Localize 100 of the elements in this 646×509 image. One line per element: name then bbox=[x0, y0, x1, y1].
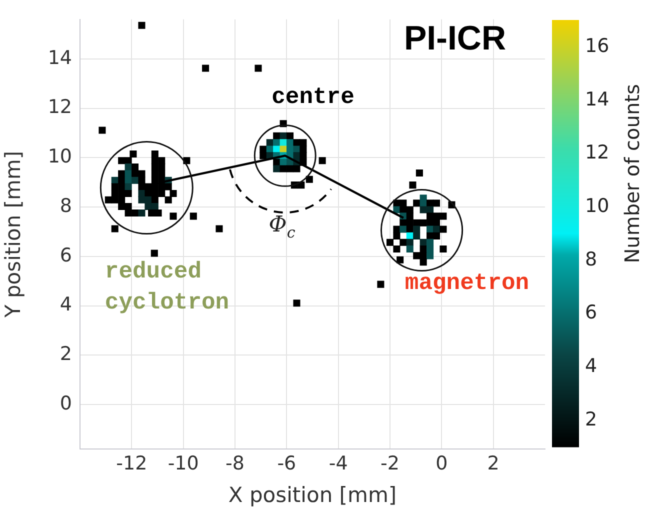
point bbox=[150, 250, 158, 257]
point bbox=[273, 158, 280, 166]
point bbox=[144, 203, 152, 210]
point bbox=[124, 183, 132, 190]
point bbox=[420, 258, 427, 266]
x-tick-label: -12 bbox=[116, 452, 148, 474]
point bbox=[138, 170, 146, 178]
point bbox=[266, 139, 274, 146]
point bbox=[138, 22, 146, 29]
point bbox=[420, 219, 427, 226]
point bbox=[400, 219, 407, 226]
point bbox=[138, 176, 146, 184]
point bbox=[413, 252, 420, 260]
point bbox=[273, 132, 280, 140]
point bbox=[124, 190, 132, 197]
annotation: magnetron bbox=[404, 270, 530, 296]
x-tick-label: -2 bbox=[380, 452, 400, 474]
point bbox=[118, 190, 126, 197]
point bbox=[190, 212, 197, 220]
x-tick-label: 2 bbox=[487, 452, 500, 474]
y-tick-label: 14 bbox=[48, 46, 72, 69]
point bbox=[432, 212, 440, 220]
point bbox=[426, 252, 434, 260]
point bbox=[426, 206, 434, 214]
point bbox=[260, 152, 267, 160]
point bbox=[124, 209, 132, 216]
y-tick-label: 6 bbox=[60, 244, 72, 266]
x-tick-label: -10 bbox=[168, 452, 199, 474]
x-tick-label: -6 bbox=[277, 452, 296, 474]
point bbox=[280, 165, 287, 172]
point bbox=[170, 212, 177, 220]
point bbox=[111, 196, 118, 204]
point bbox=[151, 196, 158, 204]
point bbox=[393, 206, 400, 214]
point bbox=[138, 209, 146, 216]
point bbox=[138, 196, 146, 204]
point bbox=[148, 209, 156, 216]
point bbox=[293, 165, 300, 172]
point bbox=[300, 139, 307, 146]
point bbox=[273, 139, 280, 146]
point bbox=[158, 170, 166, 178]
point bbox=[432, 232, 440, 240]
point bbox=[286, 139, 294, 146]
y-tick-label: 4 bbox=[60, 294, 72, 316]
point bbox=[170, 190, 177, 197]
point bbox=[164, 196, 172, 204]
point bbox=[158, 157, 166, 164]
y-tick-label: 8 bbox=[60, 194, 72, 217]
color-bar-label: 10 bbox=[585, 194, 610, 217]
point bbox=[151, 150, 158, 158]
point bbox=[118, 176, 126, 184]
point bbox=[132, 209, 139, 216]
point bbox=[104, 196, 112, 204]
point bbox=[130, 150, 137, 158]
point bbox=[151, 203, 158, 210]
point bbox=[386, 238, 394, 246]
point bbox=[151, 170, 158, 178]
color-bar-label: 16 bbox=[585, 35, 610, 57]
point bbox=[426, 212, 434, 220]
y-tick-label: 12 bbox=[48, 96, 72, 118]
point bbox=[409, 182, 416, 189]
x-tick-label: -8 bbox=[226, 452, 244, 474]
point bbox=[286, 165, 294, 172]
point bbox=[432, 219, 440, 226]
point bbox=[400, 206, 407, 214]
point bbox=[132, 176, 139, 184]
point bbox=[413, 219, 420, 226]
point bbox=[413, 232, 420, 240]
point bbox=[124, 157, 132, 164]
point bbox=[400, 200, 407, 207]
point bbox=[318, 157, 326, 164]
point bbox=[393, 246, 400, 253]
point bbox=[416, 169, 423, 176]
color-bar-label: 14 bbox=[585, 88, 610, 110]
point bbox=[254, 64, 262, 72]
point bbox=[406, 212, 414, 220]
point bbox=[377, 280, 384, 288]
point bbox=[118, 170, 126, 178]
point bbox=[98, 126, 106, 134]
y-tick-label: 2 bbox=[60, 343, 72, 366]
y-tick-label: 0 bbox=[60, 392, 72, 414]
point bbox=[144, 196, 152, 204]
point bbox=[413, 226, 420, 233]
y-tick-label: 10 bbox=[48, 146, 72, 168]
color-bar-title: Number of counts bbox=[620, 84, 644, 264]
point bbox=[202, 64, 210, 72]
y-axis-title: Y position [mm] bbox=[1, 150, 26, 319]
point bbox=[426, 238, 434, 246]
point bbox=[293, 152, 300, 160]
point bbox=[306, 176, 313, 183]
annotation: PI-ICR bbox=[404, 19, 506, 58]
point bbox=[432, 200, 440, 207]
point bbox=[426, 246, 434, 253]
color-bar-label: 4 bbox=[585, 354, 598, 377]
x-tick-label: -4 bbox=[328, 452, 348, 474]
point bbox=[293, 300, 300, 307]
point bbox=[440, 212, 447, 220]
point bbox=[413, 200, 420, 207]
annotation: reduced cyclotron bbox=[104, 258, 230, 316]
point bbox=[158, 183, 166, 190]
